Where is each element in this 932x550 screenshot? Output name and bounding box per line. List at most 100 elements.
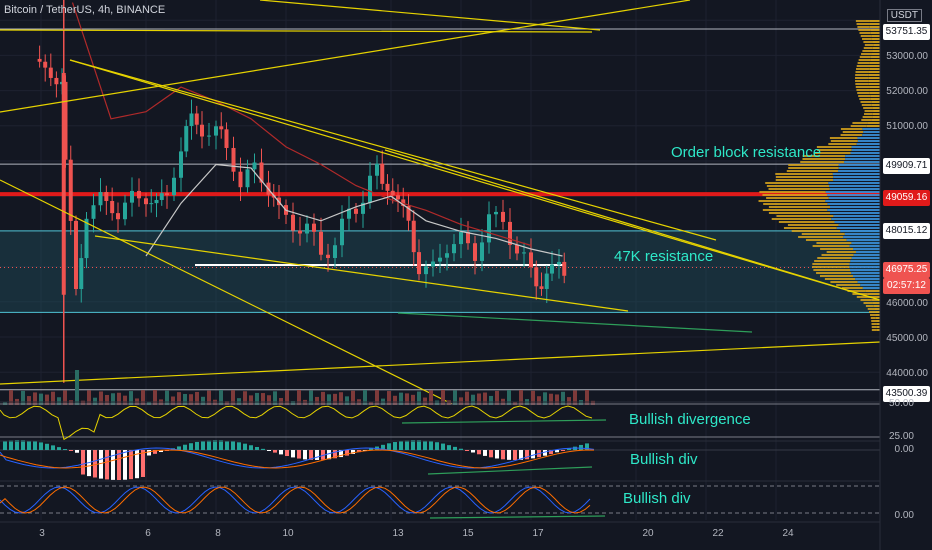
volume-bar [489,395,493,405]
macd-histogram-bar [27,440,31,450]
volume-profile-bar [768,188,830,190]
chart-title: Bitcoin / TetherUS, 4h, BINANCE [4,4,166,16]
volume-bar [57,397,61,405]
volume-profile-bar [870,95,880,97]
volume-profile-bar [840,134,863,136]
candle-body [149,203,154,205]
volume-profile-bar [864,110,874,112]
volume-profile-bar [758,200,826,202]
macd-histogram-bar [471,450,475,453]
candle-body [522,252,526,254]
candle-body [361,202,365,214]
volume-profile-bar [867,293,880,295]
x-tick-10: 10 [282,528,294,539]
macd-histogram-bar [579,444,583,450]
macd-histogram-bar [177,446,181,450]
volume-profile-bar [813,269,851,271]
candle-body [238,171,243,188]
volume-profile-bar [765,182,829,184]
macd-histogram-bar [309,450,313,460]
macd-histogram-bar [507,450,511,460]
macd-histogram-bar [315,450,319,460]
price-tag-49909: 49909.71 [883,158,930,174]
volume-bar [327,394,331,405]
volume-profile-bar [870,59,880,61]
volume-profile-bar [812,266,850,268]
candle-body [172,177,176,196]
volume-profile-bar [812,263,850,265]
volume-profile-bar [863,131,880,133]
candle-body [184,126,189,152]
macd-histogram-bar [183,444,187,450]
candle-body [480,242,484,261]
macd-histogram-bar [279,450,283,455]
candle-body [417,252,421,275]
volume-profile-bar [852,275,880,277]
candle-body [544,273,549,289]
volume-profile-bar [775,176,834,178]
volume-profile-bar [872,50,880,52]
macd-histogram-bar [561,450,565,451]
macd-histogram-bar [141,450,145,477]
x-tick-24: 24 [782,528,794,539]
volume-bar [465,391,469,405]
macd-histogram-bar [243,443,247,450]
volume-bar [117,392,121,405]
volume-profile-bar [814,260,851,262]
volume-profile-bar [850,125,867,127]
volume-profile-bar [858,29,871,31]
volume-profile-bar [864,44,874,46]
volume-profile-bar [869,23,880,25]
volume-profile-bar [816,272,852,274]
volume-profile-bar [858,95,871,97]
macd-histogram-bar [489,450,493,458]
candle-body [390,190,395,196]
candle-body [375,163,379,176]
volume-bar [555,394,559,405]
volume-profile-bar [860,101,872,103]
candle-body [385,183,390,191]
candle-body [179,151,183,178]
volume-profile-bar [776,215,834,217]
volume-profile-bar [828,143,857,145]
volume-profile-bar [847,290,866,292]
volume-bar [39,393,43,405]
volume-bar [459,397,463,405]
volume-bar [255,392,259,405]
macd-histogram-bar [135,450,139,479]
volume-profile-bar [843,236,880,238]
volume-profile-bar [868,74,880,76]
volume-profile-bar [859,56,871,58]
candle-body [401,199,406,206]
volume-profile-bar [871,53,880,55]
volume-bar [189,394,193,405]
x-tick-6: 6 [145,528,151,539]
volume-profile-bar [763,203,828,205]
volume-profile-bar [788,164,839,166]
volume-bar [273,391,277,405]
candle-body [445,253,449,258]
volume-bar [33,392,37,405]
volume-profile-bar [855,251,880,253]
volume-profile-bar [876,329,880,331]
currency-unit-tag[interactable]: USDT [886,9,922,22]
volume-profile-bar [824,278,856,280]
volume-profile-bar [850,269,880,271]
volume-profile-bar [850,260,880,262]
volume-profile-bar [857,281,880,283]
candle-body [562,261,567,276]
volume-profile-bar [860,35,872,37]
volume-profile-bar [868,80,880,82]
macd-histogram-bar [21,440,25,450]
volume-profile-bar [783,227,837,229]
trend-line-upper [384,149,881,301]
volume-profile-bar [830,212,880,214]
volume-profile-bar [805,239,847,241]
macd-histogram-bar [213,440,217,450]
stoch-divergence-annotation: Bullish div [623,490,691,507]
volume-bar [483,392,487,405]
macd-histogram-bar [519,450,523,460]
macd-histogram-bar [117,450,121,480]
volume-bar [129,391,133,405]
